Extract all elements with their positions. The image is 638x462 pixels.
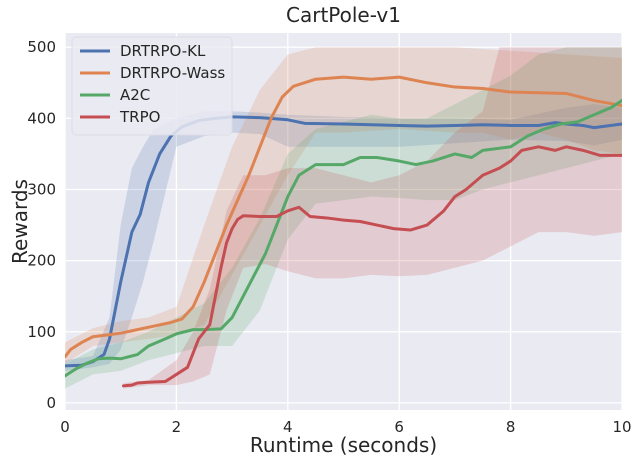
x-tick-label: 6 xyxy=(394,418,404,436)
x-tick-label: 4 xyxy=(283,418,293,436)
line-drtrpo-wass xyxy=(65,75,622,359)
x-tick-labels: 0 2 4 6 8 10 xyxy=(60,418,631,436)
band-drtrpo-kl xyxy=(65,104,622,371)
grid xyxy=(64,33,623,410)
legend: DRTRPO-KL DRTRPO-Wass A2C TRPO xyxy=(71,36,233,136)
y-tick-labels: 0 100 200 300 400 500 xyxy=(27,38,56,412)
band-trpo xyxy=(123,47,622,389)
legend-label-trpo: TRPO xyxy=(119,108,160,126)
band-a2c xyxy=(65,47,622,389)
y-tick-label: 200 xyxy=(27,252,56,270)
x-tick-label: 2 xyxy=(172,418,182,436)
line-trpo xyxy=(121,145,622,388)
legend-label-drtrpo-kl: DRTRPO-KL xyxy=(120,42,206,60)
y-tick-label: 100 xyxy=(27,323,56,341)
chart-title: CartPole-v1 xyxy=(286,3,401,27)
x-axis-title: Runtime (seconds) xyxy=(250,433,437,457)
line-a2c xyxy=(65,99,622,378)
x-tick-label: 0 xyxy=(60,418,70,436)
y-tick-label: 300 xyxy=(27,180,56,198)
y-tick-label: 400 xyxy=(27,109,56,127)
y-tick-label: 0 xyxy=(46,394,56,412)
x-tick-label: 8 xyxy=(506,418,516,436)
legend-label-drtrpo-wass: DRTRPO-Wass xyxy=(120,64,225,82)
legend-box xyxy=(71,36,233,136)
y-axis-title: Rewards xyxy=(8,179,32,264)
y-tick-label: 500 xyxy=(27,38,56,56)
x-tick-label: 10 xyxy=(612,418,631,436)
legend-label-a2c: A2C xyxy=(120,86,150,104)
